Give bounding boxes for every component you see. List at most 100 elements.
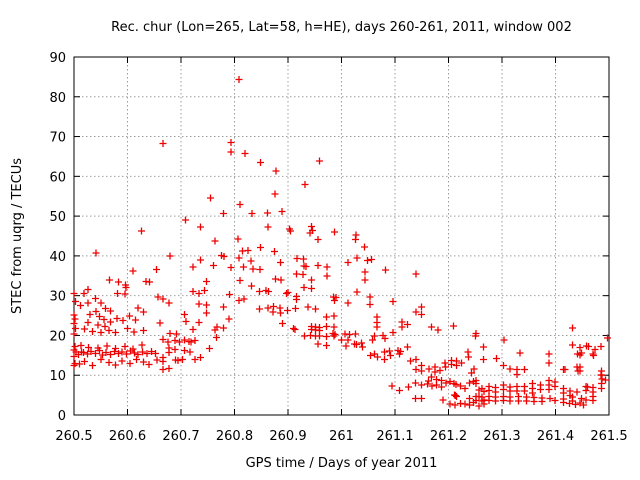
data-point [84, 319, 92, 326]
data-point [344, 336, 352, 344]
data-point [220, 210, 227, 217]
data-point [96, 347, 103, 354]
data-point [195, 290, 203, 297]
data-point [191, 356, 199, 363]
data-point [466, 379, 473, 387]
data-point [235, 254, 243, 262]
data-point [521, 366, 528, 373]
data-point [257, 159, 264, 166]
data-point [271, 190, 279, 198]
x-tick-label: 260.8 [216, 429, 253, 444]
data-point [578, 395, 585, 402]
data-point [226, 291, 233, 298]
data-point [308, 276, 315, 284]
data-point [591, 346, 599, 353]
data-point [359, 343, 366, 351]
data-point [240, 263, 247, 271]
data-point [323, 272, 331, 280]
data-point [269, 308, 277, 316]
data-point [114, 290, 121, 297]
data-point [574, 350, 581, 358]
data-point [566, 400, 573, 407]
data-point [461, 400, 469, 408]
data-point [113, 315, 121, 322]
data-point [506, 397, 514, 405]
data-point [111, 348, 118, 355]
data-point [500, 336, 508, 344]
data-point [70, 320, 78, 327]
data-point [235, 297, 243, 304]
data-point [81, 325, 88, 333]
x-tick-label: 261.4 [537, 429, 574, 444]
data-point [323, 263, 331, 271]
data-point [323, 313, 330, 321]
data-point [100, 316, 108, 323]
data-point [346, 331, 353, 338]
data-point [442, 379, 450, 387]
data-point [569, 341, 576, 349]
data-point [293, 255, 301, 262]
data-point [92, 249, 100, 257]
data-point [165, 349, 173, 356]
data-point [475, 386, 483, 394]
data-point [485, 387, 493, 394]
data-point [256, 305, 263, 313]
data-point [513, 387, 521, 395]
data-point [84, 286, 92, 293]
data-point [220, 303, 227, 311]
data-point [361, 276, 369, 284]
data-point [480, 356, 487, 363]
data-point [364, 257, 371, 264]
data-point [277, 259, 284, 266]
data-point [140, 308, 147, 316]
data-point [331, 297, 338, 304]
data-point [446, 378, 454, 385]
chart-title: Rec. chur (Lon=265, Lat=58, h=HE), days … [111, 20, 572, 35]
y-tick-label: 40 [49, 250, 66, 265]
data-point [86, 311, 94, 318]
data-point [235, 76, 243, 83]
data-point [412, 395, 419, 402]
data-point [301, 332, 308, 340]
data-point [112, 361, 119, 369]
data-point [418, 395, 425, 402]
x-axis-label: GPS time / Days of year 2011 [245, 456, 438, 471]
data-point [103, 342, 111, 350]
data-point [478, 397, 486, 405]
data-point [418, 381, 425, 389]
data-point [436, 367, 444, 374]
data-point [300, 284, 308, 291]
data-point [171, 337, 179, 344]
data-point [500, 362, 507, 369]
data-point [404, 321, 411, 328]
data-point [582, 387, 590, 394]
data-point [301, 181, 309, 188]
data-point [452, 381, 460, 388]
data-point [470, 365, 478, 373]
data-point [247, 257, 255, 265]
data-point [102, 305, 109, 312]
data-point [241, 150, 249, 157]
data-point [211, 237, 219, 245]
data-point [572, 401, 579, 408]
data-point [123, 350, 130, 358]
data-point [389, 329, 397, 336]
data-point [300, 255, 307, 263]
y-tick-label: 90 [49, 51, 66, 66]
data-point [314, 340, 322, 348]
data-point [404, 343, 411, 351]
data-point [506, 365, 514, 373]
data-point [70, 330, 78, 338]
data-point [361, 268, 369, 276]
data-point [545, 350, 553, 358]
data-point [186, 348, 194, 356]
data-point [352, 330, 359, 338]
data-point [312, 305, 319, 313]
data-point [122, 284, 130, 291]
x-tick-label: 260.7 [162, 429, 199, 444]
data-point [203, 301, 210, 309]
data-point [159, 366, 167, 373]
data-point [197, 256, 204, 264]
data-point [210, 262, 217, 269]
y-tick-label: 50 [49, 210, 66, 225]
